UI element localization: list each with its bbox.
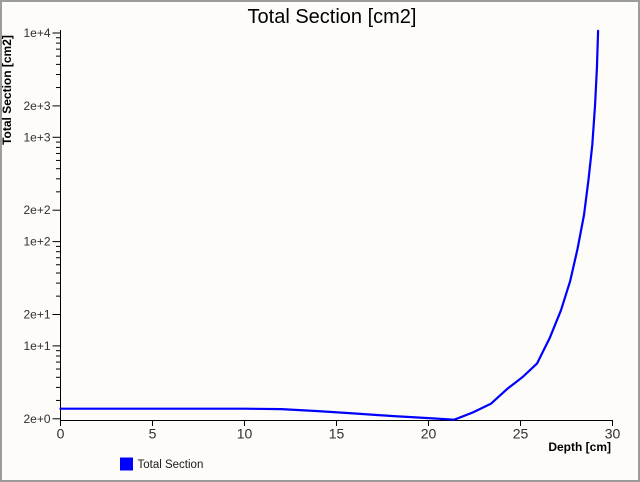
y-tick-label: 1e+4: [23, 26, 50, 40]
y-tick-label: 1e+2: [23, 235, 50, 249]
y-tick-label: 1e+1: [23, 339, 50, 353]
x-tick-label: 20: [421, 426, 437, 442]
y-tick-label: 2e+0: [23, 412, 50, 426]
chart-title: Total Section [cm2]: [248, 6, 417, 28]
x-tick-label: 0: [57, 426, 65, 442]
series-line-total-section: [59, 29, 600, 421]
y-axis-title: Total Section [cm2]: [2, 35, 14, 145]
x-tick-label: 30: [605, 426, 621, 442]
y-tick-label: 2e+3: [23, 99, 50, 113]
y-axis: 1e+4 2e+3 1e+3 2e+2 1e+2 2e+1 1e+1 2e+0: [23, 26, 61, 426]
x-axis: 0 5 10 15 20 25 30: [57, 420, 621, 442]
y-tick-label: 2e+2: [23, 203, 50, 217]
x-tick-label: 10: [237, 426, 253, 442]
y-tick-label: 2e+1: [23, 308, 50, 322]
x-tick-label: 15: [329, 426, 345, 442]
legend: Total Section: [120, 457, 204, 471]
x-axis-title: Depth [cm]: [548, 440, 611, 454]
y-tick-label: 1e+3: [23, 130, 50, 144]
x-tick-label: 5: [149, 426, 157, 442]
legend-label: Total Section: [138, 459, 204, 471]
x-tick-label: 25: [513, 426, 529, 442]
legend-swatch: [120, 457, 133, 471]
